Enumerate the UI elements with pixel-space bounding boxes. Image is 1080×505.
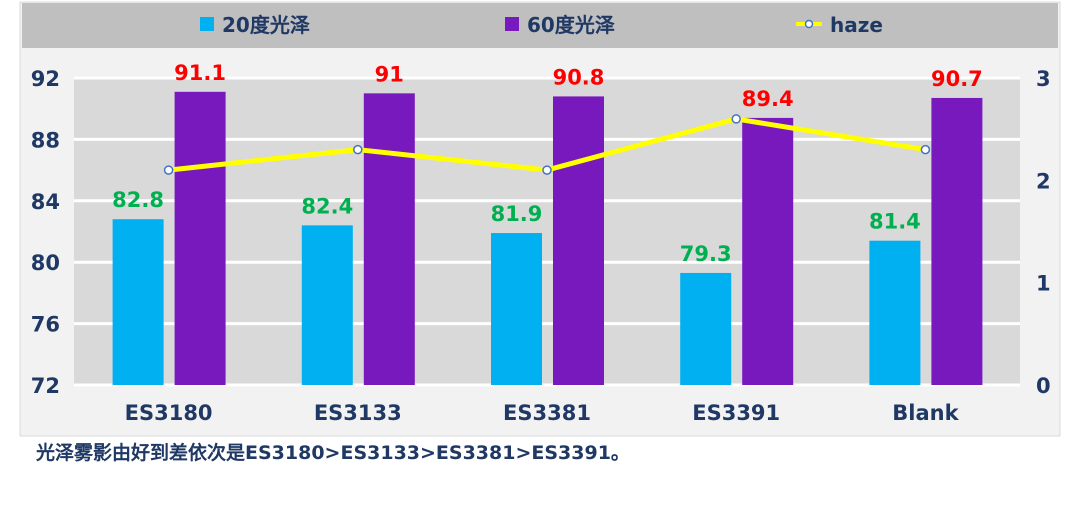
legend-swatch-20 xyxy=(200,17,214,31)
y-left-tick-label: 80 xyxy=(31,251,60,275)
bar xyxy=(553,96,604,386)
x-tick-label: ES3133 xyxy=(314,401,402,425)
y-left-tick-label: 84 xyxy=(31,190,60,214)
y-right-tick-label: 2 xyxy=(1036,169,1051,193)
data-label: 90.7 xyxy=(931,67,983,91)
x-tick-label: ES3180 xyxy=(125,401,213,425)
y-right-tick-label: 0 xyxy=(1036,374,1051,398)
data-label: 79.3 xyxy=(680,242,732,266)
legend-marker-haze xyxy=(804,19,814,29)
y-right-tick-label: 1 xyxy=(1036,272,1051,296)
bar xyxy=(363,93,415,385)
legend-band xyxy=(22,3,1058,48)
x-tick-label: ES3391 xyxy=(692,401,780,425)
data-label: 82.8 xyxy=(112,188,164,212)
data-label: 89.4 xyxy=(742,87,794,111)
legend-swatch-60 xyxy=(505,17,519,31)
haze-marker xyxy=(542,165,552,175)
haze-marker xyxy=(731,114,741,124)
haze-marker xyxy=(920,144,931,155)
legend-label: 20度光泽 xyxy=(222,13,310,37)
y-left-tick-label: 72 xyxy=(31,374,60,398)
chart-note: 光泽雾影由好到差依次是ES3180>ES3133>ES3381>ES3391。 xyxy=(36,442,630,464)
bar xyxy=(869,240,921,385)
bar xyxy=(742,117,794,385)
bar xyxy=(112,219,164,385)
plot-area xyxy=(74,78,1020,385)
bar xyxy=(174,91,226,385)
legend-label: haze xyxy=(830,13,883,37)
bar xyxy=(491,233,542,385)
y-left-tick-label: 76 xyxy=(31,313,60,337)
bar xyxy=(680,272,732,385)
data-label: 91.1 xyxy=(174,61,226,85)
legend-label: 60度光泽 xyxy=(527,13,615,37)
haze-marker xyxy=(353,144,363,155)
data-label: 90.8 xyxy=(553,65,605,89)
haze-marker xyxy=(163,165,174,175)
y-left-tick-label: 88 xyxy=(31,128,60,152)
data-label: 91 xyxy=(375,62,404,86)
bar xyxy=(301,225,353,385)
combo-chart: 72 76 80 84 88 92 0 1 2 3 ES3180 82.8 91.1 ES3133 82.4… xyxy=(19,1,1061,437)
x-tick-label: Blank xyxy=(892,401,959,425)
data-label: 81.4 xyxy=(869,210,921,234)
bar xyxy=(931,97,983,385)
data-label: 81.9 xyxy=(491,202,543,226)
y-left-tick-label: 92 xyxy=(31,67,60,91)
y-right-tick-label: 3 xyxy=(1036,67,1051,91)
x-tick-label: ES3381 xyxy=(503,401,591,425)
data-label: 82.4 xyxy=(301,194,353,218)
